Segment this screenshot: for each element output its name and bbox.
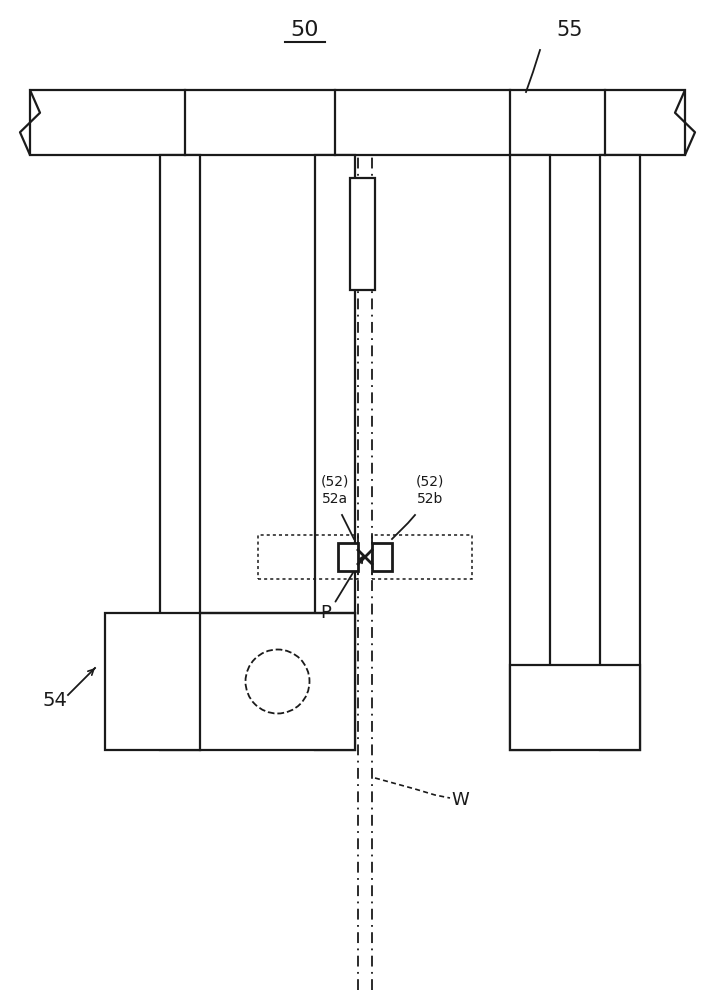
Text: (52)
52a: (52) 52a: [321, 474, 349, 506]
Text: W: W: [451, 791, 469, 809]
Bar: [600, 155, 640, 750]
Bar: [372, 535, 472, 579]
Bar: [160, 155, 200, 750]
Bar: [105, 613, 355, 750]
Text: 50: 50: [291, 20, 320, 40]
Bar: [510, 665, 640, 750]
Bar: [350, 178, 375, 290]
Text: 55: 55: [557, 20, 583, 40]
Bar: [258, 535, 358, 579]
Text: P: P: [320, 604, 332, 622]
Text: (52)
52b: (52) 52b: [416, 474, 444, 506]
Text: 54: 54: [43, 690, 67, 710]
Bar: [315, 155, 355, 750]
Bar: [338, 543, 358, 571]
Bar: [510, 155, 550, 750]
Bar: [372, 543, 392, 571]
Bar: [30, 90, 685, 155]
